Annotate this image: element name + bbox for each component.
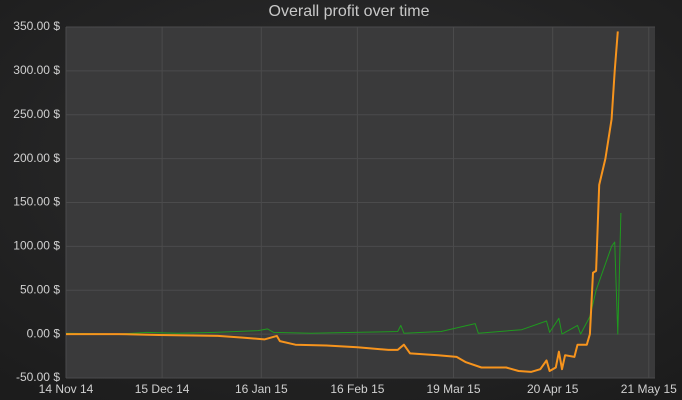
y-tick-label: 150.00 $ <box>13 195 60 209</box>
series-line <box>66 31 619 373</box>
x-tick-label: 14 Nov 14 <box>39 382 94 396</box>
x-tick-label: 21 May 15 <box>621 382 677 396</box>
y-tick-label: 250.00 $ <box>13 107 60 121</box>
chart-title: Overall profit over time <box>269 3 430 20</box>
y-tick-label: 300.00 $ <box>13 63 60 77</box>
x-tick-label: 16 Jan 15 <box>235 382 288 396</box>
x-tick-label: 19 Mar 15 <box>426 382 480 396</box>
y-tick-label: 0.00 $ <box>27 326 61 340</box>
x-tick-label: 20 Apr 15 <box>527 382 579 396</box>
x-tick-label: 16 Feb 15 <box>330 382 384 396</box>
y-tick-label: 100.00 $ <box>13 239 60 253</box>
y-tick-label: 50.00 $ <box>20 282 60 296</box>
y-tick-label: 350.00 $ <box>13 19 60 33</box>
series-line <box>65 212 622 335</box>
x-tick-label: 15 Dec 14 <box>135 382 190 396</box>
y-tick-label: 200.00 $ <box>13 151 60 165</box>
y-tick-label: -50.00 $ <box>16 370 60 384</box>
